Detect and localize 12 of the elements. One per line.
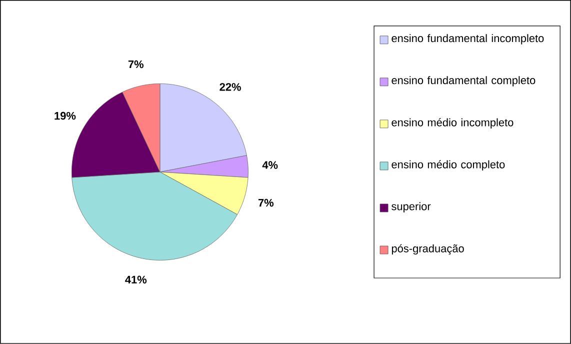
data-label: 4% [262,161,278,169]
data-label: 7% [128,60,144,68]
legend-label: ensino fundamental incompleto [392,34,544,44]
data-label: 22% [220,83,241,91]
legend-label: pós-graduação [392,244,464,255]
legend-label: ensino médio incompleto [392,118,514,129]
legend-label: superior [392,202,431,212]
legend-label: ensino fundamental completo [392,76,536,86]
data-label: 41% [125,276,147,284]
legend-label: ensino médio completo [392,160,505,171]
data-label: 7% [258,198,274,207]
data-label: 19% [54,112,76,120]
